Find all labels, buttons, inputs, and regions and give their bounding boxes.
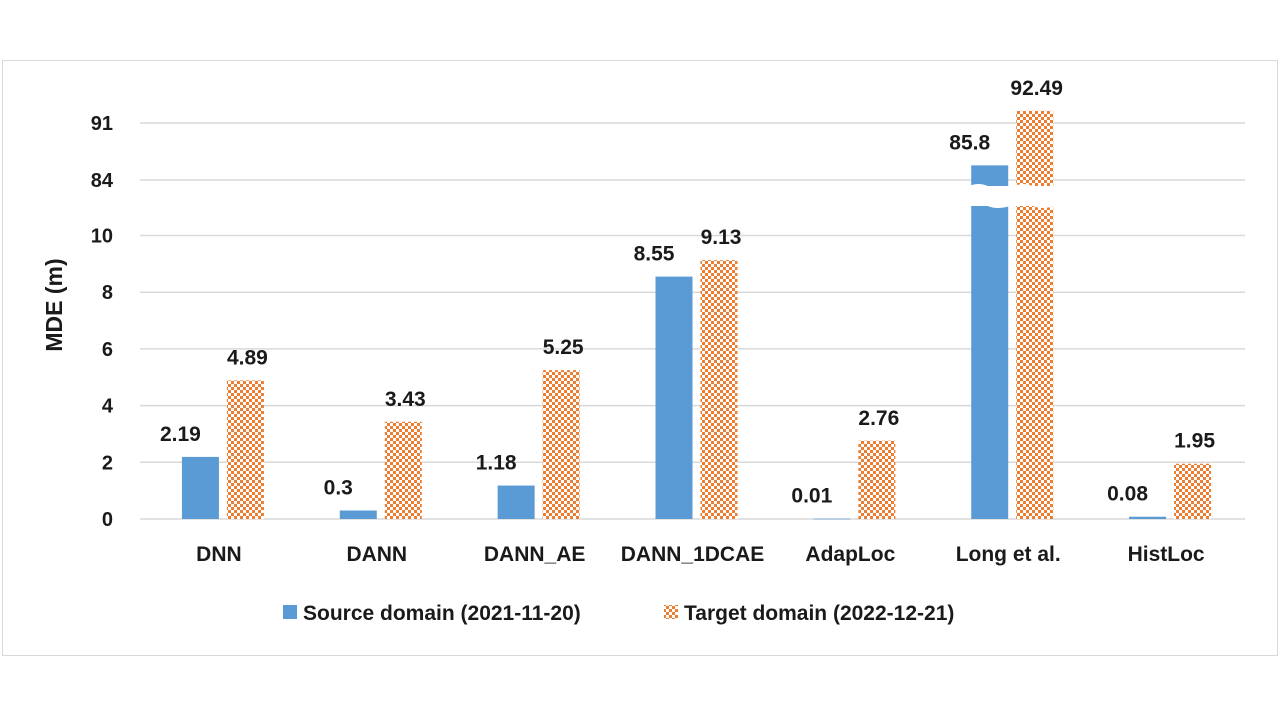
bar-target xyxy=(384,421,422,519)
data-label: 8.55 xyxy=(634,243,675,266)
x-tick-label: Long et al. xyxy=(956,543,1061,566)
legend-label-target: Target domain (2022-12-21) xyxy=(684,602,954,625)
x-tick-label: DANN_AE xyxy=(484,543,586,566)
x-axis-ticks: DNN DANN DANN_AE DANN_1DCAE AdapLoc Long et a… xyxy=(196,543,1205,566)
y-tick-label: 0 xyxy=(102,509,113,531)
bar-target xyxy=(226,380,264,519)
bar-source xyxy=(971,206,1009,519)
data-label: 2.19 xyxy=(160,423,201,446)
y-tick-label: 4 xyxy=(102,396,114,418)
bar-source xyxy=(339,510,377,519)
bar-source xyxy=(655,276,693,519)
data-label: 0.3 xyxy=(324,476,353,499)
bar-target xyxy=(858,440,896,519)
y-tick-label: 10 xyxy=(91,226,113,248)
axis-break-mark xyxy=(969,203,1011,208)
y-tick-label: 8 xyxy=(102,282,113,304)
legend-swatch-target xyxy=(664,605,678,619)
data-label: 0.08 xyxy=(1107,483,1148,506)
x-tick-label: DNN xyxy=(196,543,242,566)
axis-break-mark xyxy=(969,184,1011,189)
data-label: 1.18 xyxy=(476,452,517,475)
data-label: 0.01 xyxy=(791,485,832,508)
chart-frame xyxy=(2,60,1278,656)
bar-source xyxy=(813,518,851,520)
axis-break-mark xyxy=(1014,203,1056,208)
data-label: 4.89 xyxy=(227,346,268,369)
legend-swatch-source xyxy=(283,605,297,619)
y-tick-label: 91 xyxy=(91,113,113,135)
y-tick-label: 84 xyxy=(91,170,114,192)
y-tick-label: 6 xyxy=(102,339,113,361)
bar-source xyxy=(497,485,535,519)
bar-source xyxy=(1129,516,1167,519)
data-label: 3.43 xyxy=(385,388,426,411)
y-axis-title: MDE (m) xyxy=(41,258,67,351)
legend: Source domain (2021-11-20) Target domain… xyxy=(283,602,954,625)
y-axis-ticks: 0 2 4 6 8 10 84 91 xyxy=(91,113,114,531)
bar-target-upper xyxy=(1016,110,1054,186)
legend-label-source: Source domain (2021-11-20) xyxy=(303,602,581,625)
data-label: 5.25 xyxy=(543,336,584,359)
data-label: 85.8 xyxy=(949,131,990,154)
bar-target xyxy=(542,370,580,519)
x-tick-label: DANN xyxy=(346,543,407,566)
bar-target xyxy=(1174,463,1212,519)
x-tick-label: HistLoc xyxy=(1128,543,1205,566)
x-tick-label: AdapLoc xyxy=(805,543,895,566)
bar-target xyxy=(700,260,738,519)
y-tick-label: 2 xyxy=(102,452,113,474)
data-label: 1.95 xyxy=(1174,430,1215,453)
data-label: 9.13 xyxy=(701,226,742,249)
x-tick-label: DANN_1DCAE xyxy=(621,543,765,566)
bars xyxy=(181,110,1212,520)
data-labels: 2.19 4.89 0.3 3.43 1.18 5.25 8.55 9.13 0.01 2.76 8… xyxy=(160,77,1215,508)
bar-source-upper xyxy=(971,165,1009,186)
data-label: 92.49 xyxy=(1010,77,1063,100)
data-label: 2.76 xyxy=(858,407,899,430)
bar-source xyxy=(181,456,219,519)
axis-break-mark xyxy=(1014,184,1056,189)
bar-target xyxy=(1016,206,1054,519)
